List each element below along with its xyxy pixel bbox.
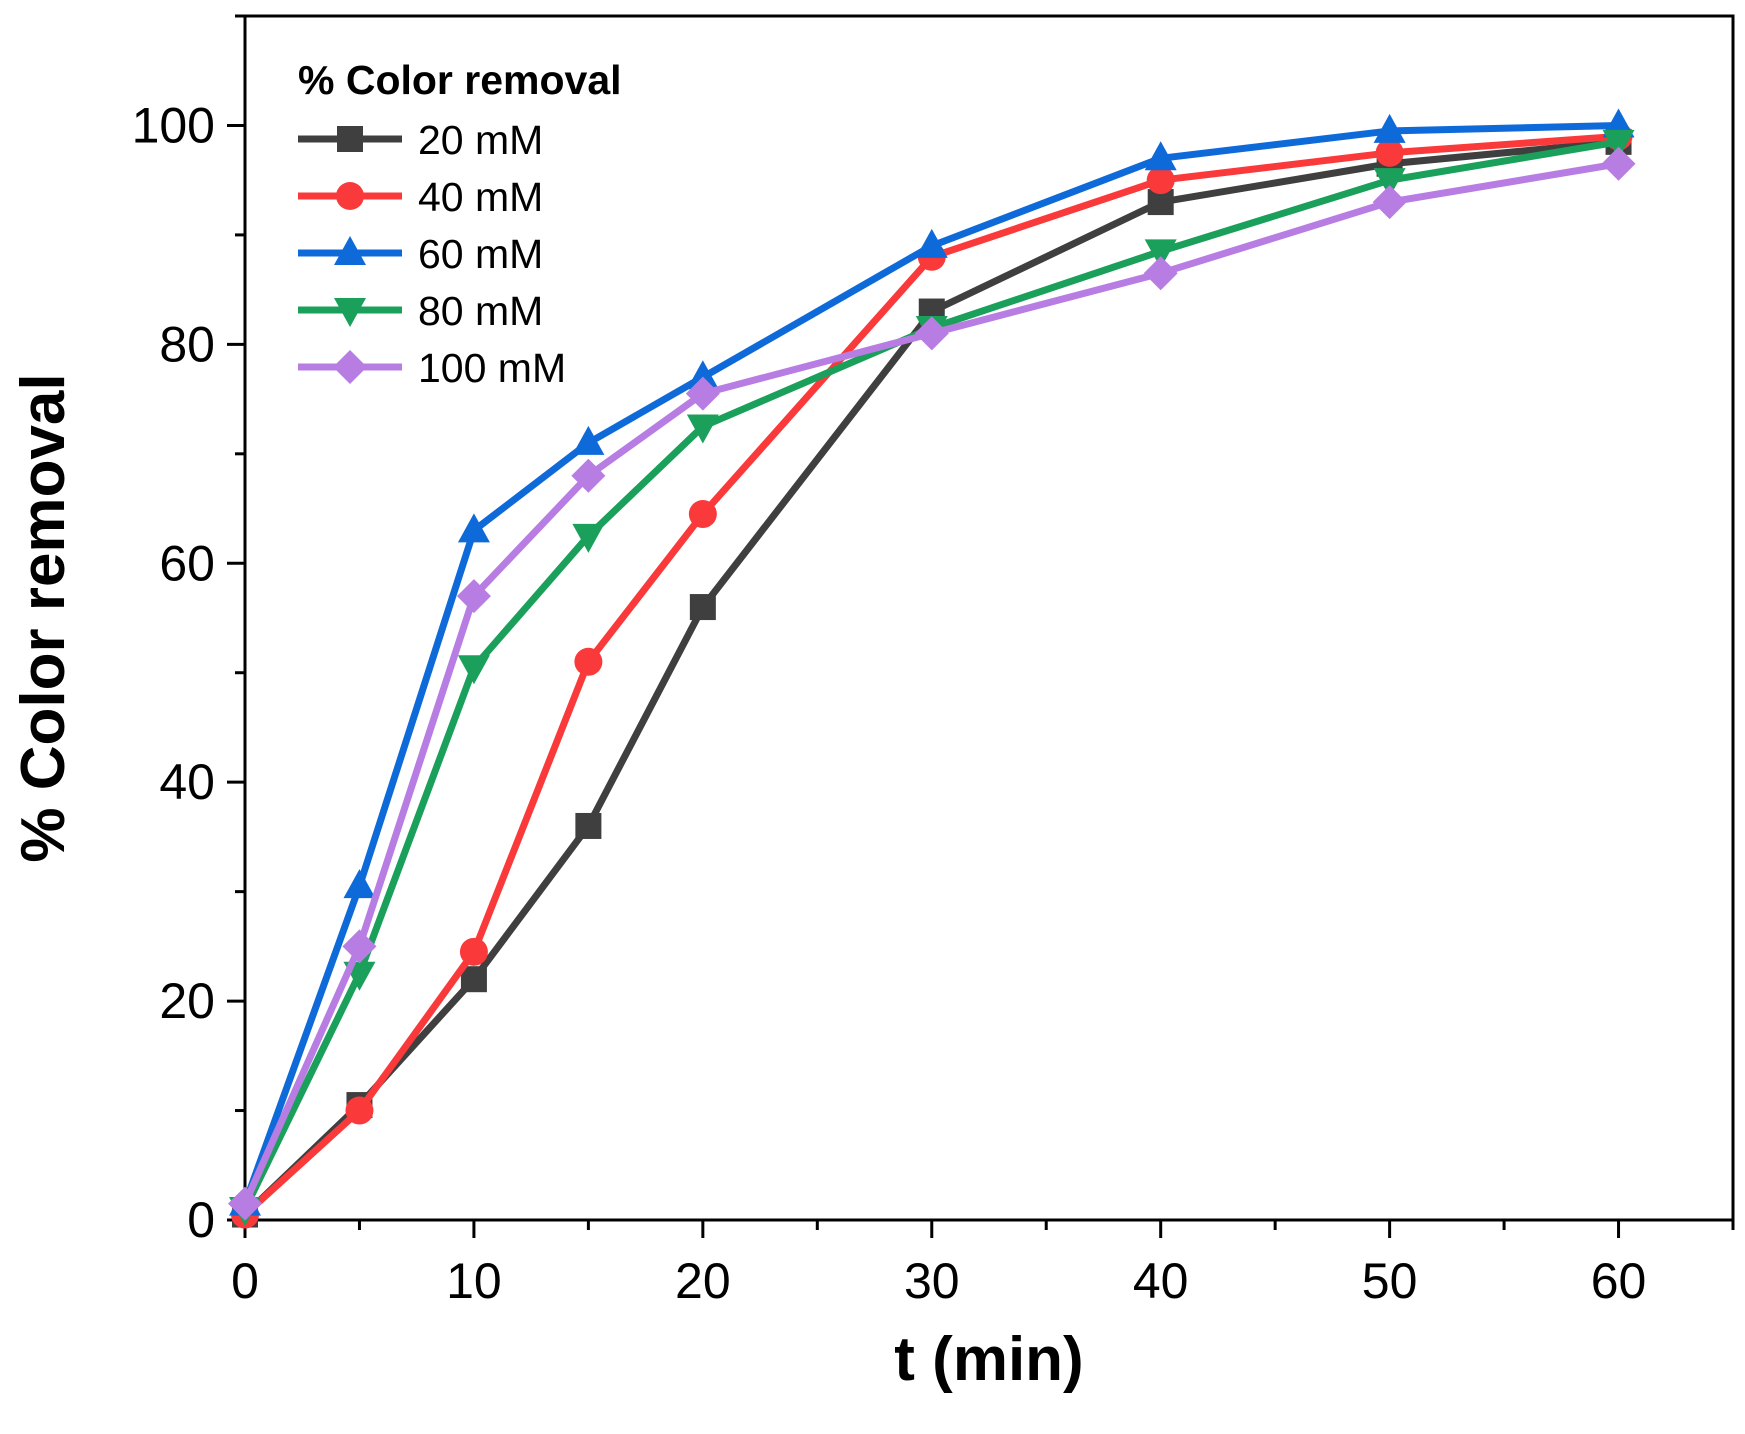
legend-title: % Color removal — [298, 57, 622, 103]
data-point-80-mm — [572, 523, 605, 553]
x-tick-label: 30 — [904, 1253, 960, 1309]
legend-label-80-mm: 80 mM — [418, 288, 543, 334]
data-point-20-mm — [689, 594, 716, 621]
legend-item-60-mm: 60 mM — [298, 231, 543, 277]
data-point-100-mm — [571, 458, 606, 493]
data-point-80-mm — [457, 655, 490, 685]
legend-marker-60-mm — [334, 236, 366, 265]
data-point-20-mm — [460, 966, 487, 993]
legend-marker-80-mm — [334, 298, 366, 327]
data-point-60-mm — [343, 869, 376, 899]
y-axis-title: % Color removal — [9, 373, 78, 862]
data-point-60-mm — [1144, 141, 1177, 171]
y-axis-ticks: 0 20 40 60 80 100 — [132, 14, 245, 1248]
series-layer — [228, 108, 1636, 1229]
y-tick-label: 100 — [132, 97, 215, 153]
y-tick-label: 0 — [187, 1192, 215, 1248]
data-point-60-mm — [572, 425, 605, 455]
data-point-40-mm — [345, 1096, 374, 1125]
x-tick-label: 10 — [446, 1253, 502, 1309]
data-point-80-mm — [1602, 129, 1635, 159]
data-point-100-mm — [228, 1186, 262, 1221]
x-axis-title: t (min) — [894, 1325, 1083, 1394]
data-point-40-mm — [1146, 166, 1175, 195]
data-point-100-mm — [1601, 146, 1636, 181]
data-point-80-mm — [686, 414, 719, 444]
y-tick-label: 80 — [159, 316, 215, 372]
y-tick-label: 20 — [159, 973, 215, 1029]
y-tick-label: 60 — [159, 535, 215, 591]
legend-item-80-mm: 80 mM — [298, 288, 543, 334]
x-tick-label: 20 — [675, 1253, 731, 1309]
x-tick-label: 60 — [1591, 1253, 1647, 1309]
legend-label-40-mm: 40 mM — [418, 174, 543, 220]
data-point-60-mm — [1373, 113, 1406, 143]
y-tick-label: 40 — [159, 754, 215, 810]
data-point-60-mm — [686, 360, 719, 390]
data-point-40-mm — [574, 647, 603, 676]
legend-item-20-mm: 20 mM — [298, 117, 543, 163]
data-point-80-mm — [1373, 168, 1406, 198]
x-axis-ticks: 0 10 20 30 40 50 60 — [231, 1220, 1735, 1309]
data-point-100-mm — [342, 929, 377, 964]
legend-item-100-mm: 100 mM — [298, 345, 566, 391]
legend-item-40-mm: 40 mM — [298, 174, 543, 220]
legend-label-100-mm: 100 mM — [418, 345, 566, 391]
legend: % Color removal 20 mM 40 mM 60 mM 80 mM 100 … — [298, 57, 622, 391]
data-point-100-mm — [1372, 185, 1407, 220]
legend-marker-40-mm — [336, 182, 364, 210]
x-tick-label: 50 — [1362, 1253, 1418, 1309]
data-point-40-mm — [688, 500, 717, 529]
data-point-60-mm — [457, 513, 490, 543]
x-tick-label: 40 — [1133, 1253, 1189, 1309]
legend-marker-100-mm — [333, 350, 367, 384]
legend-marker-20-mm — [337, 126, 363, 152]
legend-label-60-mm: 60 mM — [418, 231, 543, 277]
data-point-100-mm — [456, 579, 491, 614]
data-point-40-mm — [459, 937, 488, 966]
x-tick-label: 0 — [231, 1253, 259, 1309]
legend-label-20-mm: 20 mM — [418, 117, 543, 163]
data-point-40-mm — [1375, 138, 1404, 167]
data-point-20-mm — [575, 812, 602, 839]
data-point-60-mm — [915, 228, 948, 258]
series-100-mm — [228, 146, 1636, 1221]
data-point-100-mm — [1143, 256, 1178, 291]
data-point-100-mm — [914, 316, 949, 351]
plot-frame — [243, 14, 1735, 1222]
data-point-100-mm — [685, 376, 720, 411]
data-point-80-mm — [1144, 239, 1177, 269]
